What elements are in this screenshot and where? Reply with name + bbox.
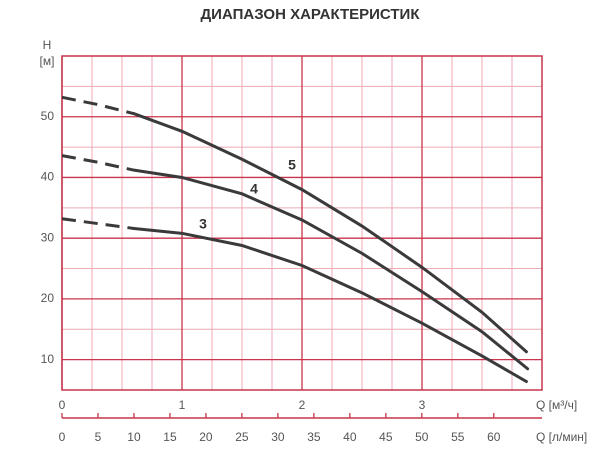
y-tick-label: 30 — [41, 230, 55, 244]
x2-tick-label: 60 — [487, 430, 501, 444]
x2-tick-label: 5 — [95, 430, 102, 444]
x2-tick-label: 10 — [127, 430, 141, 444]
y-axis-label: H — [43, 38, 52, 52]
x-tick-label: 2 — [299, 398, 306, 412]
curve-dashed — [61, 154, 135, 172]
x-tick-label: 3 — [419, 398, 426, 412]
x2-tick-label: 55 — [451, 430, 465, 444]
curve-label: 4 — [250, 181, 258, 197]
curve-label: 5 — [288, 157, 296, 173]
x2-tick-label: 15 — [163, 430, 177, 444]
x-axis-label: Q [м³/ч] — [536, 398, 577, 412]
y-tick-label: 40 — [41, 170, 55, 184]
x2-axis-label: Q [л/мин] — [536, 430, 587, 444]
x2-tick-label: 30 — [271, 430, 285, 444]
curve-label: 3 — [199, 216, 207, 232]
x-tick-label: 0 — [59, 398, 66, 412]
x2-tick-label: 0 — [59, 430, 66, 444]
x2-tick-label: 50 — [415, 430, 429, 444]
x2-tick-label: 45 — [379, 430, 393, 444]
curve — [132, 168, 530, 371]
y-tick-label: 20 — [41, 291, 55, 305]
x2-tick-label: 20 — [199, 430, 213, 444]
curve-dashed — [61, 95, 135, 116]
y-axis-unit: [м] — [40, 54, 55, 68]
x2-tick-label: 25 — [235, 430, 249, 444]
y-tick-label: 10 — [41, 352, 55, 366]
x-tick-label: 1 — [179, 398, 186, 412]
curve — [132, 226, 528, 383]
chart-title: ДИАПАЗОН ХАРАКТЕРИСТИК — [201, 6, 421, 23]
curve — [132, 112, 528, 354]
plot-border — [61, 55, 543, 391]
x2-tick-label: 40 — [343, 430, 357, 444]
x2-tick-label: 35 — [307, 430, 321, 444]
y-tick-label: 50 — [41, 109, 55, 123]
curve-dashed — [61, 217, 135, 230]
